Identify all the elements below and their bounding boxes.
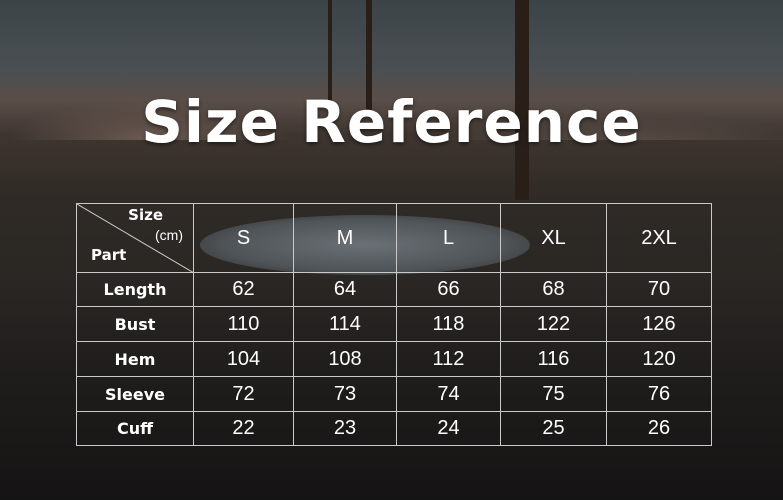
measurement-cell: 76 <box>606 376 712 412</box>
table-row: Cuff 22 23 24 25 26 <box>76 411 712 446</box>
measurement-cell: 24 <box>396 411 501 446</box>
part-label: Sleeve <box>76 376 194 412</box>
measurement-cell: 64 <box>293 272 397 307</box>
measurement-cell: 118 <box>396 306 501 342</box>
measurement-cell: 66 <box>396 272 501 307</box>
header-row: Size (cm) Part S M L XL 2XL <box>76 203 712 273</box>
background-mountains <box>0 70 783 140</box>
size-header: XL <box>500 203 607 273</box>
measurement-cell: 23 <box>293 411 397 446</box>
diagonal-divider <box>77 204 194 273</box>
size-table: Size (cm) Part S M L XL 2XL Length 62 64 66… <box>76 203 712 446</box>
table-row: Hem 104 108 112 116 120 <box>76 341 712 377</box>
size-header: M <box>293 203 397 273</box>
measurement-cell: 74 <box>396 376 501 412</box>
part-label: Cuff <box>76 411 194 446</box>
measurement-cell: 25 <box>500 411 607 446</box>
part-label: Hem <box>76 341 194 377</box>
measurement-cell: 73 <box>293 376 397 412</box>
table-row: Length 62 64 66 68 70 <box>76 272 712 307</box>
size-header: S <box>193 203 294 273</box>
utility-pole <box>515 0 529 200</box>
page-title: Size Reference <box>141 88 642 156</box>
unit-label: (cm) <box>155 227 183 243</box>
measurement-cell: 22 <box>193 411 294 446</box>
measurement-cell: 26 <box>606 411 712 446</box>
utility-pole <box>328 0 332 110</box>
size-label: Size <box>128 206 163 224</box>
measurement-cell: 108 <box>293 341 397 377</box>
corner-cell: Size (cm) Part <box>76 203 194 273</box>
size-header: L <box>396 203 501 273</box>
measurement-cell: 104 <box>193 341 294 377</box>
measurement-cell: 114 <box>293 306 397 342</box>
part-label: Bust <box>76 306 194 342</box>
measurement-cell: 120 <box>606 341 712 377</box>
size-header: 2XL <box>606 203 712 273</box>
table-row: Sleeve 72 73 74 75 76 <box>76 376 712 412</box>
part-label: Part <box>91 246 127 264</box>
measurement-cell: 116 <box>500 341 607 377</box>
measurement-cell: 126 <box>606 306 712 342</box>
measurement-cell: 72 <box>193 376 294 412</box>
table-row: Bust 110 114 118 122 126 <box>76 306 712 342</box>
measurement-cell: 70 <box>606 272 712 307</box>
measurement-cell: 112 <box>396 341 501 377</box>
measurement-cell: 122 <box>500 306 607 342</box>
measurement-cell: 75 <box>500 376 607 412</box>
measurement-cell: 62 <box>193 272 294 307</box>
measurement-cell: 68 <box>500 272 607 307</box>
utility-pole <box>366 0 372 110</box>
part-label: Length <box>76 272 194 307</box>
measurement-cell: 110 <box>193 306 294 342</box>
